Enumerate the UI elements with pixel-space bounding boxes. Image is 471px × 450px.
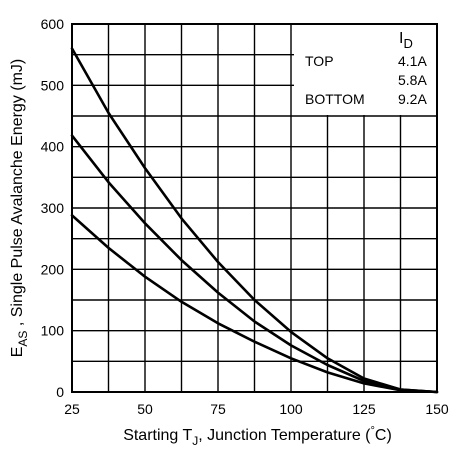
plot-frame xyxy=(71,23,438,393)
x-title-post: , Junction Temperature ( xyxy=(198,427,371,444)
series-curves xyxy=(70,47,439,394)
series-line-2 xyxy=(70,134,439,394)
series-line-1 xyxy=(70,47,439,394)
legend-label: BOTTOM xyxy=(305,91,365,107)
y-axis-title: EAS , Single Pulse Avalanche Energy (mJ) xyxy=(9,59,30,358)
tick-labels: 25 50 75 100 125 150 0 100 200 300 400 500 600 xyxy=(41,16,449,417)
x-tick-label: 25 xyxy=(64,401,80,417)
legend-value: 5.8A xyxy=(398,72,427,88)
x-tick-label: 125 xyxy=(352,401,376,417)
x-axis-title: Starting TJ, Junction Temperature (°C) xyxy=(123,425,392,448)
legend-label: TOP xyxy=(305,53,334,69)
y-tick-label: 600 xyxy=(41,16,65,32)
legend-value: 9.2A xyxy=(398,91,427,107)
x-tick-label: 150 xyxy=(425,401,449,417)
x-title-unit: C) xyxy=(375,427,392,444)
y-title-post: , Single Pulse Avalanche Energy (mJ) xyxy=(9,59,26,331)
x-tick-label: 50 xyxy=(137,401,153,417)
legend: ID TOP 4.1A 5.8A BOTTOM 9.2A xyxy=(305,30,427,107)
series-line-3 xyxy=(70,214,439,394)
y-tick-label: 200 xyxy=(41,261,65,277)
x-title-deg: ° xyxy=(371,425,375,437)
legend-box xyxy=(294,25,436,115)
legend-value: 4.1A xyxy=(398,53,427,69)
grid xyxy=(72,24,437,392)
legend-header-main: I xyxy=(399,30,403,47)
y-title-sub: AS xyxy=(16,331,30,347)
y-title-main: E xyxy=(9,347,26,358)
legend-header-sub: D xyxy=(403,36,412,51)
y-tick-label: 0 xyxy=(56,384,64,400)
x-tick-label: 100 xyxy=(279,401,303,417)
y-tick-label: 300 xyxy=(41,200,65,216)
x-title-pre: Starting T xyxy=(123,427,192,444)
x-tick-label: 75 xyxy=(210,401,226,417)
y-tick-label: 100 xyxy=(41,323,65,339)
legend-header: ID xyxy=(399,30,413,51)
y-tick-label: 500 xyxy=(41,77,65,93)
y-tick-label: 400 xyxy=(41,139,65,155)
x-title-sub: J xyxy=(192,434,198,448)
